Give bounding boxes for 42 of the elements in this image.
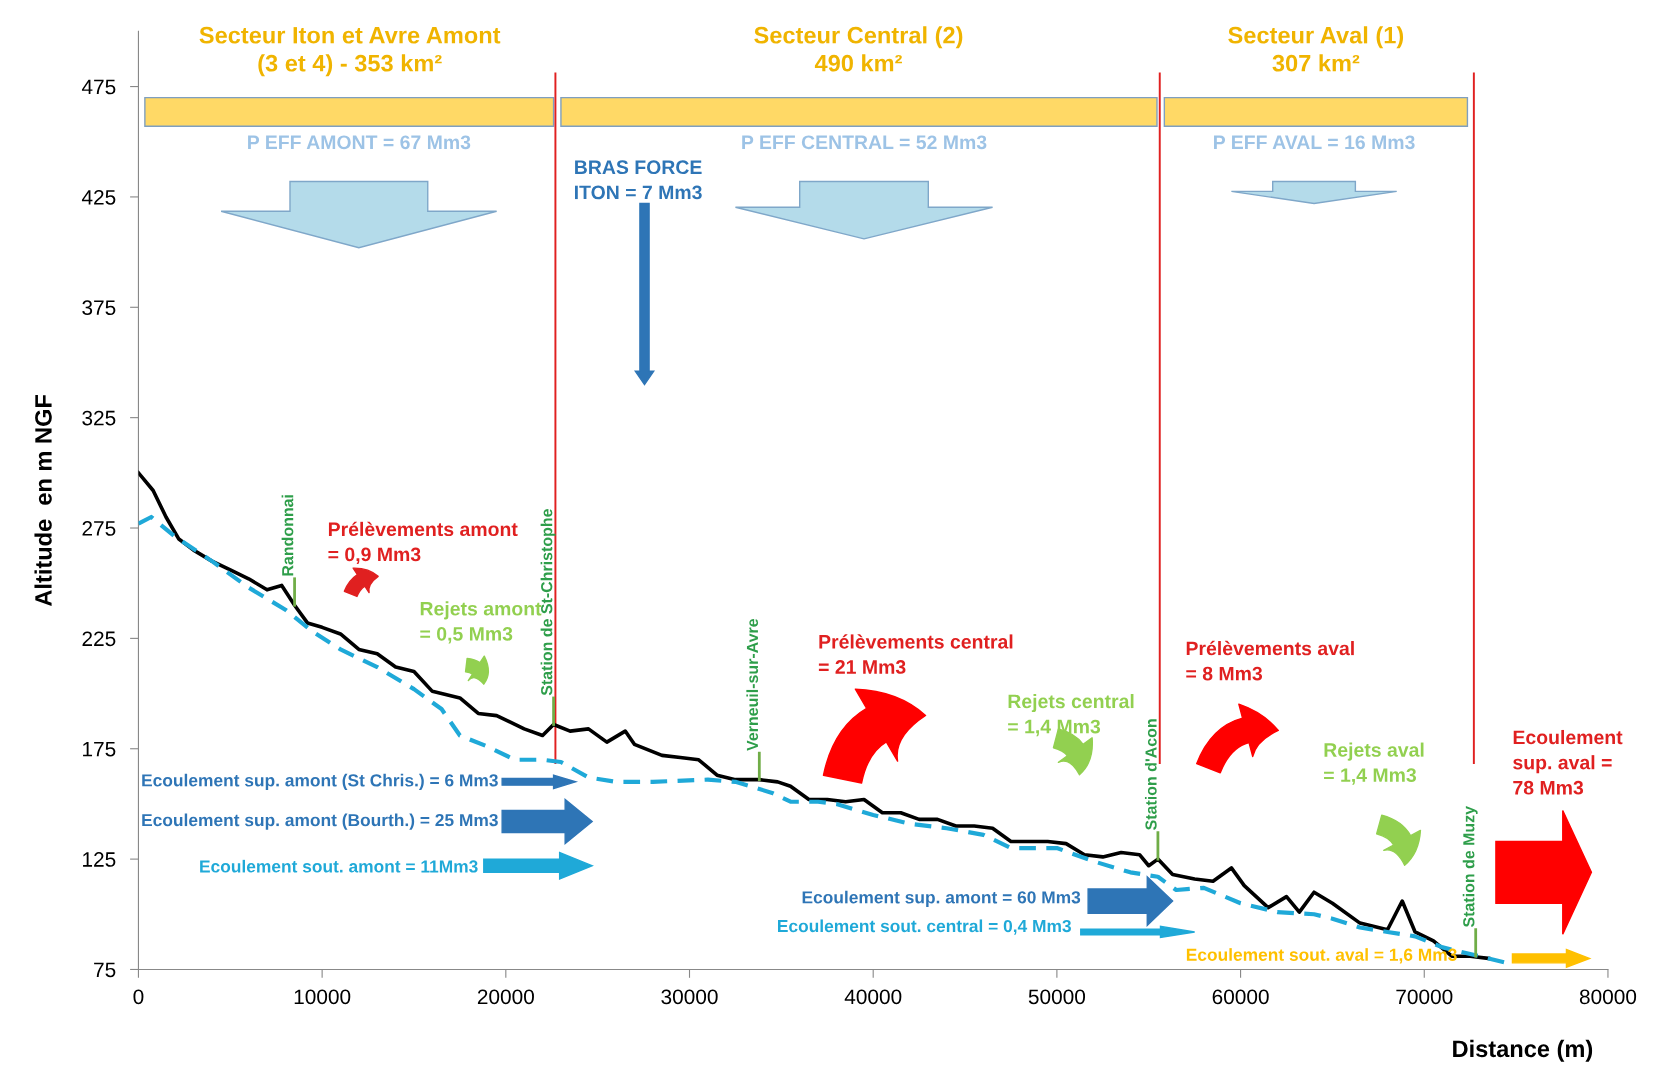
x-tick-label: 30000 (661, 989, 718, 1005)
annotation: Secteur Central (2) 490 km² (754, 26, 963, 72)
annotation: Prélèvements central = 21 Mm3 (818, 634, 1013, 674)
x-axis-title: Distance (m) (1453, 1039, 1593, 1062)
annotation: Prélèvements amont = 0,9 Mm3 (328, 521, 518, 565)
x-tick-label: 60000 (1212, 989, 1269, 1005)
x-tick-label: 80000 (1579, 989, 1637, 1005)
y-tick-label: 375 (82, 300, 116, 316)
annotation: P EFF AMONT = 67 Mm3 (248, 135, 471, 150)
annotation: Ecoulement sup. amont (Bourth.) = 25 Mm3 (142, 813, 498, 830)
annotation: Ecoulement sout. central = 0,4 Mm3 (778, 919, 1071, 935)
x-tick-label: 50000 (1028, 989, 1086, 1005)
annotation: Prélèvements aval = 8 Mm3 (1186, 640, 1354, 681)
annotation: Rejets aval = 1,4 Mm3 (1324, 742, 1424, 785)
annotation: Station de Muzy (1462, 806, 1478, 928)
annotation: Secteur Iton et Avre Amont (3 et 4) - 353 km² (199, 26, 501, 77)
annotation: Ecoulement sup. amont (St Chris.) = 6 Mm3 (142, 773, 498, 790)
annotation: Randonnai (281, 495, 294, 576)
y-tick-label: 125 (83, 852, 116, 867)
x-tick-label: 70000 (1396, 989, 1453, 1005)
y-tick-label: 175 (83, 741, 116, 757)
y-tick-label: 225 (82, 631, 116, 647)
annotation: P EFF CENTRAL = 52 Mm3 (742, 135, 987, 150)
annotation: Ecoulement sout. amont = 11Mm3 (200, 859, 478, 873)
annotation: Ecoulement sup. aval = 78 Mm3 (1513, 729, 1623, 795)
annotation: P EFF AVAL = 16 Mm3 (1214, 135, 1415, 150)
x-tick-label: 40000 (844, 989, 902, 1005)
annotation: Ecoulement sup. amont = 60 Mm3 (802, 890, 1081, 907)
x-tick-label: 20000 (477, 989, 534, 1005)
y-tick-label: 325 (82, 410, 116, 426)
annotation: Secteur Aval (1) 307 km² (1228, 26, 1404, 72)
y-tick-label: 475 (81, 79, 116, 95)
annotation: BRAS FORCE ITON = 7 Mm3 (574, 160, 702, 200)
y-tick-label: 275 (82, 521, 116, 536)
y-tick-label: 425 (81, 189, 116, 205)
annotation: Ecoulement sout. aval = 1,6 Mm3 (1186, 948, 1457, 964)
annotation: Station d'Acon (1144, 719, 1157, 830)
y-tick-label: 75 (94, 962, 116, 978)
x-tick-label: 10000 (294, 989, 351, 1005)
annotation: Verneuil-sur-Avre (746, 618, 759, 751)
y-axis-title: Altitude en m NGF (34, 395, 52, 607)
x-tick-label: 0 (133, 989, 144, 1005)
